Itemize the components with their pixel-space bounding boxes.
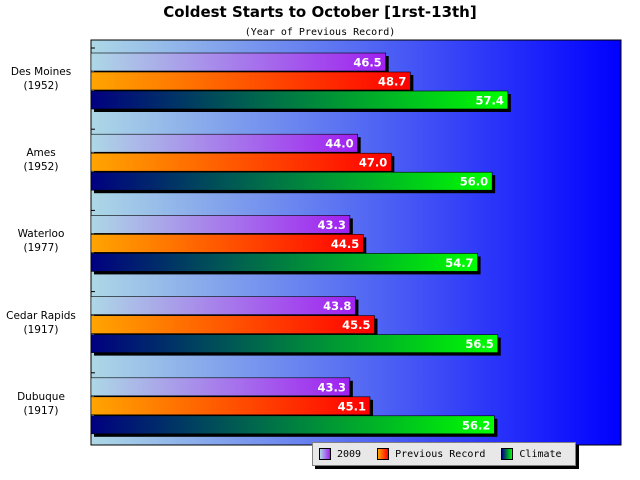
data-label-climate: 57.4 bbox=[475, 94, 503, 108]
category-label: Waterloo (1977) bbox=[0, 227, 82, 255]
bar-previous-record bbox=[90, 234, 364, 253]
bar-previous-record bbox=[90, 71, 411, 91]
category-year: (1917) bbox=[23, 404, 59, 417]
bar-previous-record bbox=[90, 396, 371, 416]
bar-2009 bbox=[90, 215, 351, 234]
legend-item-previous-record: Previous Record bbox=[377, 448, 485, 460]
category-name: Des Moines bbox=[10, 66, 72, 78]
category-label: Dubuque (1917) bbox=[0, 390, 82, 418]
data-label-2009: 43.3 bbox=[317, 380, 345, 394]
bar-previous-record bbox=[90, 315, 375, 334]
data-label-2009: 43.3 bbox=[317, 218, 345, 232]
category-label: Ames (1952) bbox=[0, 146, 82, 174]
data-label-2009: 46.5 bbox=[353, 56, 381, 70]
data-label-previous-record: 47.0 bbox=[359, 156, 387, 170]
bar-2009 bbox=[90, 296, 356, 315]
legend: 2009 Previous Record Climate bbox=[312, 442, 576, 466]
data-label-2009: 43.8 bbox=[323, 299, 351, 313]
chart-title: Coldest Starts to October [1rst-13th] bbox=[163, 3, 477, 21]
chart-subtitle: (Year of Previous Record) bbox=[244, 27, 396, 38]
bar-climate bbox=[90, 171, 493, 191]
bar-previous-record bbox=[90, 152, 392, 172]
category-name: Ames bbox=[26, 147, 56, 160]
category-name: Dubuque bbox=[17, 390, 65, 403]
legend-label-previous-record: Previous Record bbox=[395, 448, 486, 460]
data-label-2009: 44.0 bbox=[325, 137, 353, 151]
legend-item-climate: Climate bbox=[501, 448, 562, 460]
data-label-climate: 56.0 bbox=[460, 175, 488, 189]
category-year: (1977) bbox=[23, 242, 59, 255]
bar-2009 bbox=[90, 133, 358, 153]
bar-climate bbox=[90, 334, 499, 353]
category-year: (1917) bbox=[23, 323, 59, 336]
category-label: Cedar Rapids (1917) bbox=[0, 309, 82, 337]
legend-label-climate: Climate bbox=[519, 448, 562, 460]
legend-swatch-climate bbox=[501, 448, 514, 460]
bar-climate bbox=[90, 253, 478, 272]
legend-swatch-previous-record bbox=[377, 448, 390, 460]
data-label-previous-record: 45.1 bbox=[338, 399, 366, 413]
data-label-climate: 56.5 bbox=[465, 337, 493, 351]
legend-swatch-2009 bbox=[319, 448, 331, 460]
category-year: (1952) bbox=[23, 80, 59, 92]
data-label-previous-record: 48.7 bbox=[378, 75, 406, 89]
category-year: (1952) bbox=[23, 161, 59, 174]
category-name: Cedar Rapids bbox=[6, 309, 76, 322]
bar-climate bbox=[90, 90, 509, 110]
data-label-previous-record: 44.5 bbox=[331, 237, 359, 251]
data-label-climate: 54.7 bbox=[445, 256, 473, 270]
legend-label-2009: 2009 bbox=[337, 448, 362, 460]
data-label-climate: 56.2 bbox=[462, 418, 490, 432]
category-label: Des Moines (1952) bbox=[0, 65, 82, 93]
bar-2009 bbox=[90, 52, 386, 72]
bar-2009 bbox=[90, 377, 351, 397]
category-name: Waterloo bbox=[17, 228, 65, 241]
bar-climate bbox=[90, 415, 495, 435]
legend-item-2009: 2009 bbox=[319, 448, 361, 460]
data-label-previous-record: 45.5 bbox=[342, 318, 370, 332]
